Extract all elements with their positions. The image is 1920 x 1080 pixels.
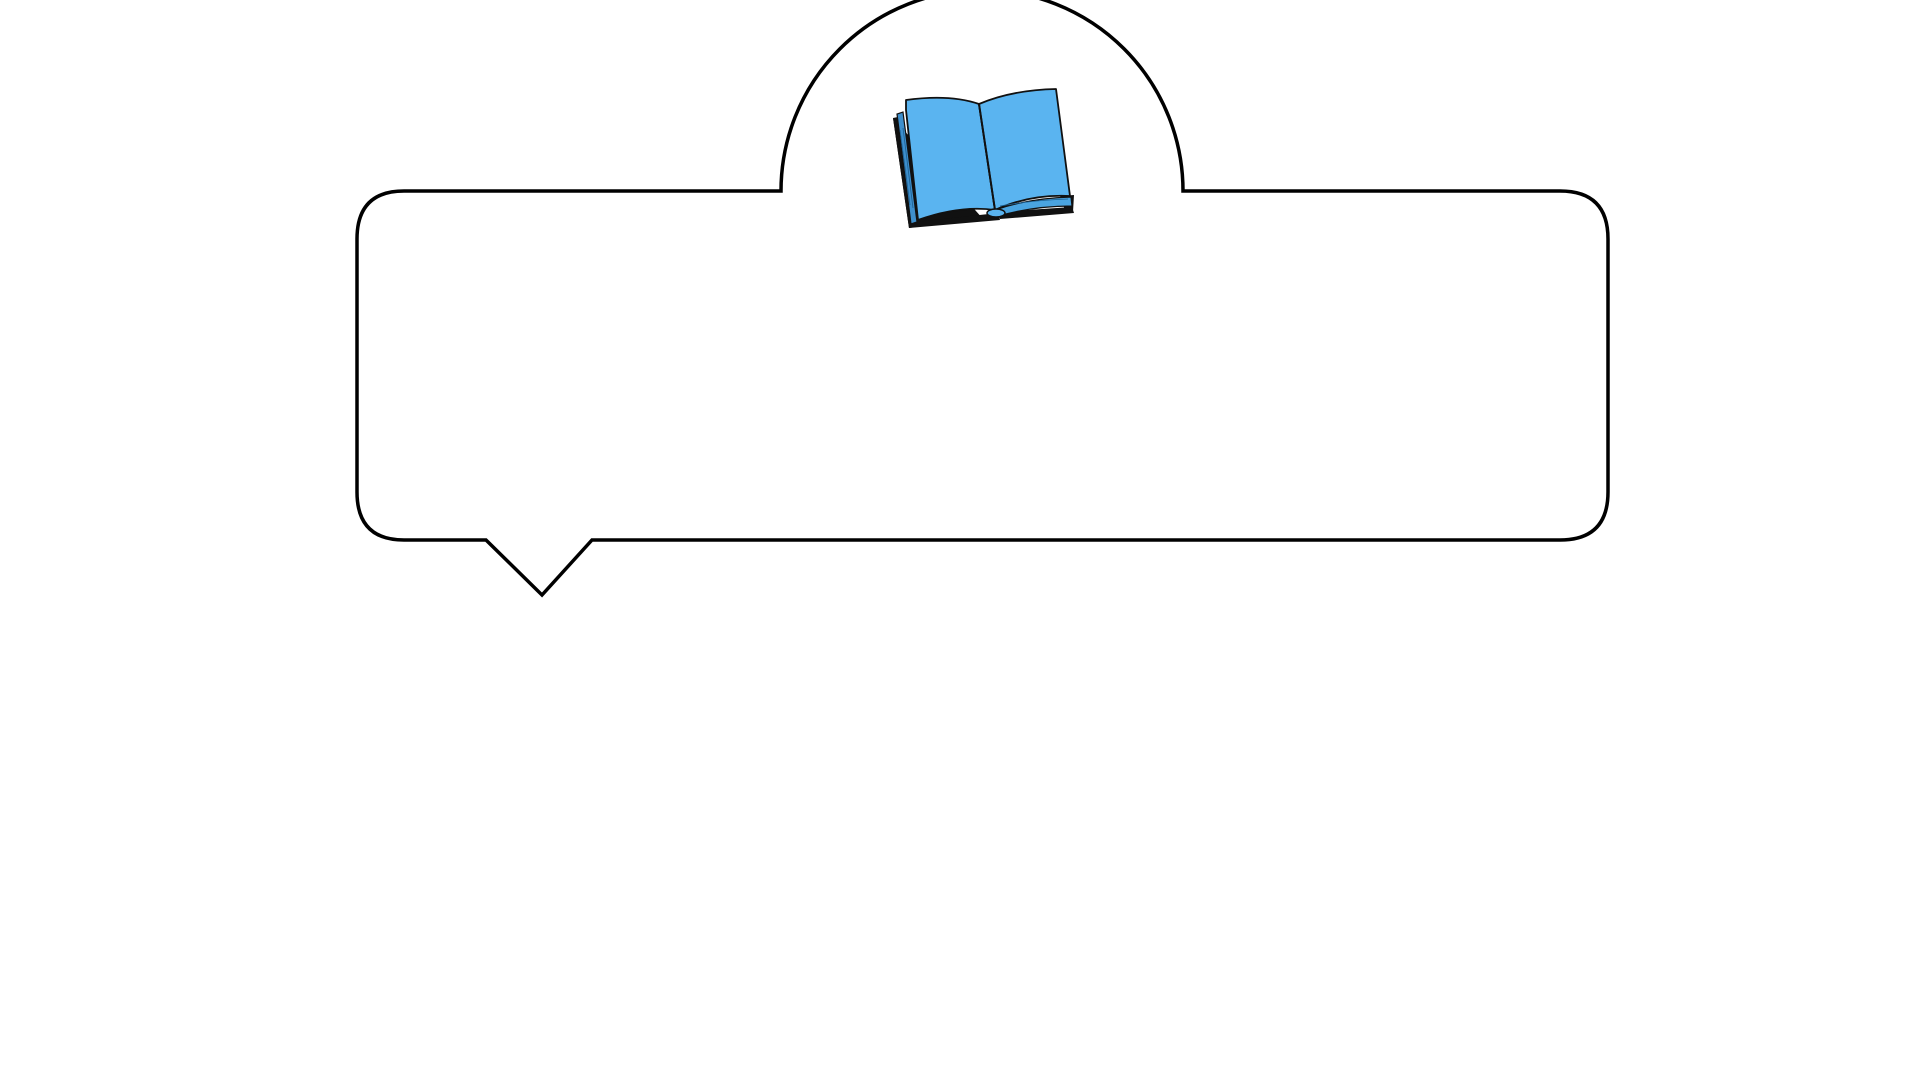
speech-bubble-text <box>404 230 1552 500</box>
open-book-icon <box>893 88 1074 228</box>
speech-bubble-outline <box>355 0 1610 598</box>
book-right-page <box>978 88 1071 211</box>
